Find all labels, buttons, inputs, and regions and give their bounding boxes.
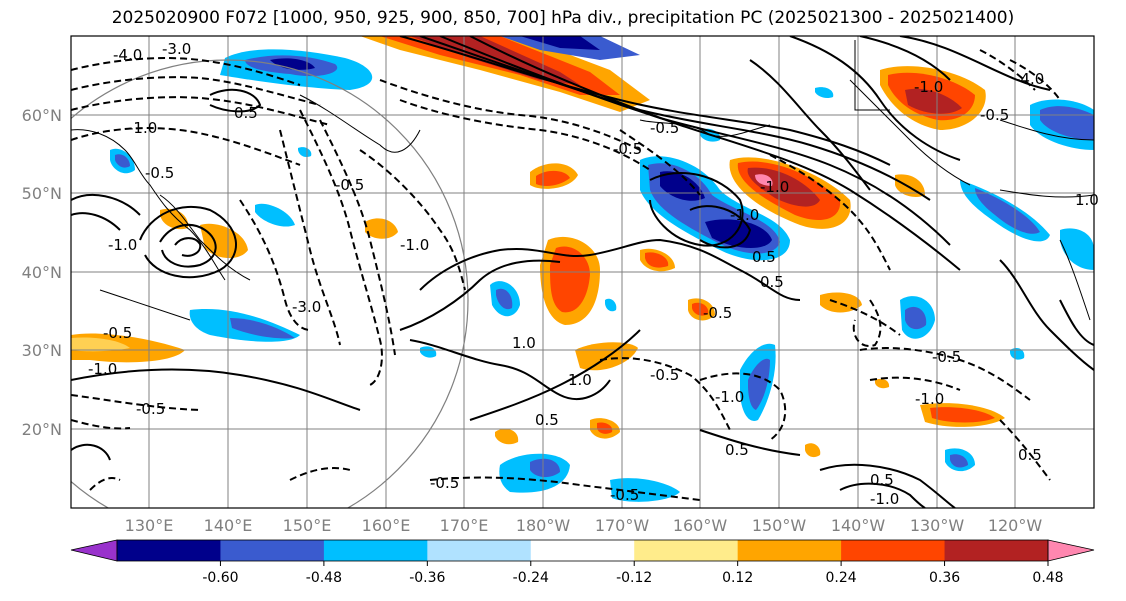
colorbar-extend-max	[1047, 539, 1095, 562]
lon-label: 130°E	[125, 516, 174, 535]
lat-label: 60°N	[22, 106, 62, 125]
contour-label: -1.0	[915, 390, 944, 408]
contour-label: -3.0	[162, 40, 191, 58]
contour-label: -0.5	[703, 304, 732, 322]
contour-label: -0.5	[610, 486, 639, 504]
contour-label: -4.0	[1015, 70, 1044, 88]
shaded-field	[71, 36, 1094, 502]
colorbar-tick-label: -0.12	[616, 570, 652, 586]
colorbar-extend-min	[70, 539, 118, 562]
coastlines	[71, 40, 1094, 321]
lon-label: 170°W	[595, 516, 650, 535]
contour-label: -0.5	[136, 400, 165, 418]
lon-label: 150°E	[283, 516, 332, 535]
lon-label: 150°W	[752, 516, 807, 535]
colorbar-ticks: -0.60 -0.48 -0.36 -0.24 -0.12 0.12 0.24 0.36 0.4…	[202, 561, 1064, 586]
gridlines	[71, 36, 1094, 508]
lat-label: 40°N	[22, 263, 62, 282]
colorbar-frame	[116, 539, 1049, 562]
colorbar-segment	[841, 540, 946, 561]
contour-label: 1.0	[512, 334, 536, 352]
colorbar-segment	[634, 540, 739, 561]
contour-label: -3.0	[292, 298, 321, 316]
colorbar-tick-label: -0.36	[409, 570, 445, 586]
map-frame	[70, 35, 1095, 509]
colorbar-tick-label: 0.48	[1032, 570, 1063, 586]
contour-label: 0.5	[1018, 446, 1042, 464]
contours-positive	[71, 36, 1094, 508]
lon-label: 160°E	[362, 516, 411, 535]
contour-label: -0.5	[650, 119, 679, 137]
contour-label: -0.5	[980, 106, 1009, 124]
lon-label: 180°W	[516, 516, 571, 535]
lon-label: 160°W	[673, 516, 728, 535]
colorbar-segment	[323, 540, 428, 561]
contour-label: -1.0	[730, 206, 759, 224]
contour-label: 0.5	[760, 273, 784, 291]
lon-label: 130°W	[910, 516, 965, 535]
longitude-labels: 130°E 140°E 150°E 160°E 170°E 180°W 170°…	[125, 516, 1043, 535]
colorbar-segment	[737, 540, 842, 561]
contour-label: -0.5	[613, 140, 642, 158]
contour-label: -1.0	[760, 178, 789, 196]
colorbar-tick-label: -0.60	[202, 570, 238, 586]
colorbar-segment	[427, 540, 532, 561]
contour-label: -1.0	[108, 236, 137, 254]
colorbar-segments	[117, 540, 1049, 561]
colorbar-segment	[944, 540, 1049, 561]
colorbar-tick-label: -0.48	[306, 570, 342, 586]
contour-label: 0.5	[234, 104, 258, 122]
contour-label: -1.0	[128, 119, 157, 137]
contour-label: 0.5	[870, 471, 894, 489]
contour-label: -0.5	[932, 348, 961, 366]
lat-label: 30°N	[22, 341, 62, 360]
lon-label: 170°E	[440, 516, 489, 535]
lat-label: 50°N	[22, 184, 62, 203]
contour-label: -0.5	[335, 176, 364, 194]
contour-label: -0.5	[430, 474, 459, 492]
contour-label: 1.0	[1075, 191, 1099, 209]
colorbar-tick-label: 0.12	[722, 570, 753, 586]
contour-label: -1.0	[400, 236, 429, 254]
contour-label: -0.5	[145, 164, 174, 182]
map-title: 2025020900 F072 [1000, 950, 925, 900, 85…	[111, 8, 1015, 28]
lon-label: 140°E	[204, 516, 253, 535]
contour-label: -0.5	[650, 366, 679, 384]
contour-label: -4.0	[113, 46, 142, 64]
contour-label: -0.5	[103, 324, 132, 342]
colorbar-tick-label: -0.24	[513, 570, 549, 586]
lon-label: 120°W	[988, 516, 1043, 535]
contour-label: 0.5	[752, 248, 776, 266]
contour-label: -1.0	[914, 78, 943, 96]
contour-label: -1.0	[870, 490, 899, 508]
contour-label: 0.5	[725, 441, 749, 459]
contour-label: 1.0	[568, 371, 592, 389]
contour-label: -1.0	[715, 388, 744, 406]
colorbar: -0.60 -0.48 -0.36 -0.24 -0.12 0.12 0.24 0.36 0.4…	[70, 539, 1095, 586]
latitude-labels: 60°N 50°N 40°N 30°N 20°N	[22, 106, 62, 439]
colorbar-tick-label: 0.24	[826, 570, 857, 586]
colorbar-tick-label: 0.36	[929, 570, 960, 586]
colorbar-segment	[117, 540, 221, 561]
contours-negative	[71, 49, 1061, 501]
contour-labels: -4.0 -3.0 -1.0 -0.5 -0.5 0.5 -1.0 -1.0 -…	[88, 40, 1099, 508]
colorbar-segment	[220, 540, 325, 561]
contour-label: 0.5	[535, 411, 559, 429]
contour-label: -1.0	[88, 360, 117, 378]
lon-label: 140°W	[831, 516, 886, 535]
colorbar-segment	[530, 540, 635, 561]
lat-label: 20°N	[22, 420, 62, 439]
